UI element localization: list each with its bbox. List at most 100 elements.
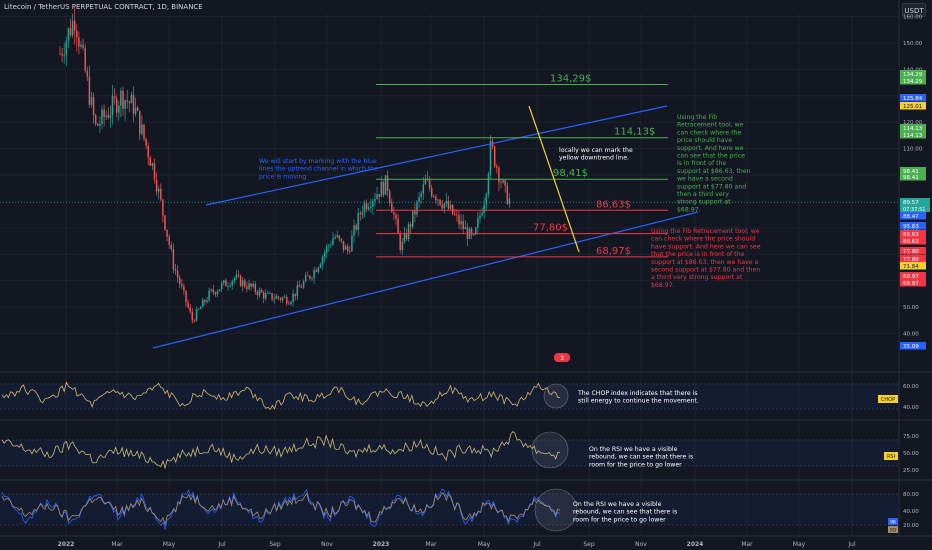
candle-body <box>382 181 385 195</box>
candle-body <box>147 145 149 158</box>
candle-body <box>231 280 233 286</box>
indicator-note-chop-line: The CHOP index indicates that there is <box>577 390 698 397</box>
price-badge-text: 114.13 <box>903 126 923 132</box>
candle-body <box>90 97 93 105</box>
candle-body <box>323 252 326 258</box>
candle-body <box>246 286 248 289</box>
candles <box>59 6 511 324</box>
candle-body <box>370 206 372 208</box>
candle-body <box>185 290 187 303</box>
candle-body <box>319 264 322 268</box>
candle-body <box>61 53 63 56</box>
price-badge: 35.09 <box>900 342 926 350</box>
price-badge: 77.80 <box>900 247 926 255</box>
price-badge: 68.97 <box>900 279 926 287</box>
candle-body <box>502 180 504 183</box>
fib-note-red-line: second support at $77.80 and then <box>651 267 760 274</box>
candle-body <box>466 227 469 239</box>
time-tick-label: Jul <box>532 541 541 548</box>
candle-body <box>277 296 280 299</box>
candle-body <box>174 269 177 271</box>
candle-body <box>397 218 399 233</box>
time-axis: 2022 Mar May Jul Sep Nov 2023 Mar May Jul Sep Nov 20… <box>0 535 932 548</box>
price-badge: 114.13 <box>900 131 926 139</box>
price-badge-text: 77.80 <box>903 249 919 255</box>
price-badge-text: 134.29 <box>903 79 923 85</box>
indicator-tick-label: 20.00 <box>903 523 919 529</box>
candle-body <box>92 97 95 116</box>
candle-body <box>395 214 397 219</box>
price-badge-text: 134.29 <box>903 72 923 78</box>
indicator-note-rsi-line: rebound, we can see that there is <box>589 454 693 461</box>
candle-body <box>508 198 511 205</box>
candle-body <box>340 238 343 241</box>
candle-body <box>418 196 420 202</box>
candle-body <box>353 225 355 236</box>
stoch-k-badge-text: 9K <box>890 520 897 526</box>
candle-body <box>405 233 408 239</box>
candle-body <box>428 180 431 189</box>
indicator-tick-label: 40.00 <box>903 509 919 515</box>
fib-note-green-line: can check where the <box>677 129 741 136</box>
stoch-k-line <box>1 488 561 530</box>
candle-body <box>260 290 263 293</box>
candle-body <box>193 320 196 322</box>
event-marker[interactable]: 3 <box>554 353 570 362</box>
candle-body <box>422 184 425 194</box>
candle-body <box>504 180 506 186</box>
time-tick-label: 2022 <box>58 541 75 548</box>
price-badge: 114.13 <box>900 124 926 132</box>
fib-note-red-line: a third very strong support at <box>651 274 743 281</box>
time-tick-label: May <box>478 541 491 548</box>
candle-body <box>166 229 168 237</box>
candle-body <box>157 188 160 192</box>
currency-selector[interactable]: USDT <box>902 3 926 17</box>
candle-body <box>445 200 448 204</box>
price-axis: 160.00150.00140.00130.00120.00110.00100.… <box>900 15 930 350</box>
price-tick-label: 110.00 <box>903 147 923 153</box>
price-badge-text: 98.41 <box>903 175 919 181</box>
candle-body <box>273 298 275 300</box>
candle-body <box>479 215 481 219</box>
chart-title: Litecoin / TetherUS PERPETUAL CONTRACT, … <box>4 3 203 11</box>
candle-body <box>391 202 393 213</box>
candle-body <box>67 28 70 41</box>
price-badge-bg <box>900 102 926 110</box>
stoch-d-badge-text: 9D <box>890 528 897 534</box>
candle-body <box>113 95 116 99</box>
candle-body <box>107 115 110 118</box>
candle-body <box>233 278 236 281</box>
fib-note-green-line: Using the Fib <box>677 114 717 121</box>
channel-lower-line[interactable] <box>152 211 699 349</box>
fib-note-green-line: price should have <box>677 137 732 144</box>
candle-body <box>283 296 286 298</box>
time-tick-label: Nov <box>321 541 333 548</box>
candle-body <box>189 307 191 312</box>
channel-upper-line[interactable] <box>205 105 668 206</box>
highlight-circle <box>531 431 569 469</box>
candle-body <box>433 195 435 197</box>
price-badge: 77.80 <box>900 255 926 263</box>
downtrend-line[interactable] <box>528 105 580 253</box>
candle-body <box>498 167 500 183</box>
price-tick-label: 150.00 <box>903 41 923 47</box>
price-tick-label: 160.00 <box>903 15 923 21</box>
candle-body <box>120 90 122 106</box>
candle-body <box>313 270 315 279</box>
candle-body <box>265 293 267 299</box>
price-badge: 86.63 <box>900 230 926 238</box>
candle-body <box>160 188 162 200</box>
candle-body <box>181 284 183 287</box>
candle-body <box>271 292 273 300</box>
candle-body <box>73 20 76 31</box>
candle-body <box>296 285 299 297</box>
candle-body <box>195 309 198 321</box>
price-badge-bg <box>900 222 926 230</box>
candle-body <box>286 296 288 304</box>
candle-body <box>199 307 202 310</box>
candle-body <box>351 235 353 252</box>
price-badge-bg <box>900 237 926 245</box>
candle-body <box>330 244 332 246</box>
